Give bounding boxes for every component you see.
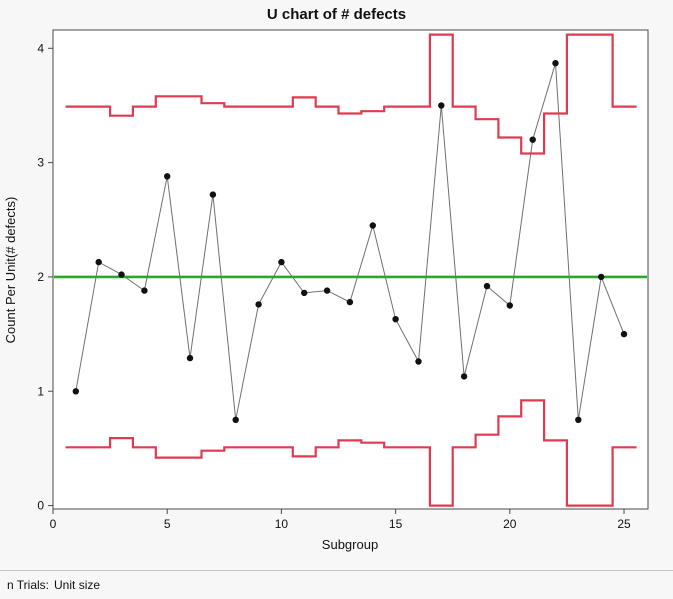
data-point[interactable] xyxy=(141,287,148,294)
data-point[interactable] xyxy=(392,316,399,323)
data-point[interactable] xyxy=(575,416,582,423)
data-point[interactable] xyxy=(438,102,445,109)
plot-area: 0 1 2 3 4 0 5 10 15 20 25 xyxy=(37,29,649,531)
data-point[interactable] xyxy=(118,271,125,278)
lcl-step-line xyxy=(65,399,637,507)
data-point[interactable] xyxy=(209,191,217,198)
x-tick-label: 5 xyxy=(164,517,171,531)
data-point[interactable] xyxy=(301,289,308,297)
ntrials-label: n Trials: xyxy=(7,578,50,592)
x-tick-label: 15 xyxy=(389,517,403,531)
data-point[interactable] xyxy=(460,373,468,380)
data-point[interactable] xyxy=(164,173,171,180)
data-point[interactable] xyxy=(95,258,102,266)
data-point[interactable] xyxy=(506,302,513,309)
y-tick-label: 4 xyxy=(37,41,44,55)
data-point[interactable] xyxy=(72,388,80,395)
data-point[interactable] xyxy=(529,136,536,143)
data-point[interactable] xyxy=(323,287,331,294)
x-tick-label: 10 xyxy=(275,517,289,531)
y-axis-label: Count Per Unit(# defects) xyxy=(3,197,18,344)
data-point[interactable] xyxy=(620,330,628,338)
footer-bar: n Trials: Unit size xyxy=(0,570,673,599)
y-tick-label: 3 xyxy=(37,156,44,170)
y-tick-label: 0 xyxy=(37,499,44,513)
ntrials-value: Unit size xyxy=(54,578,101,592)
plot-background xyxy=(52,29,649,510)
data-point[interactable] xyxy=(255,301,262,308)
y-tick-label: 2 xyxy=(37,270,44,284)
ucl-step-line xyxy=(65,33,637,155)
x-tick-label: 20 xyxy=(503,517,517,531)
data-point[interactable] xyxy=(278,258,285,266)
data-point[interactable] xyxy=(186,354,194,362)
data-point[interactable] xyxy=(346,298,354,306)
data-point[interactable] xyxy=(552,60,559,67)
data-point[interactable] xyxy=(232,416,239,423)
data-point[interactable] xyxy=(483,282,491,290)
x-tick-label: 0 xyxy=(50,517,57,531)
x-axis-label: Subgroup xyxy=(322,537,378,552)
y-tick-label: 1 xyxy=(37,384,44,398)
u-chart-canvas: Count Per Unit(# defects) Subgroup 0 1 2 3 4… xyxy=(3,29,649,552)
x-tick-label: 25 xyxy=(617,517,631,531)
data-point[interactable] xyxy=(598,273,605,281)
data-point[interactable] xyxy=(369,222,376,229)
chart-title: U chart of # defects xyxy=(266,5,407,23)
data-point[interactable] xyxy=(415,358,422,365)
